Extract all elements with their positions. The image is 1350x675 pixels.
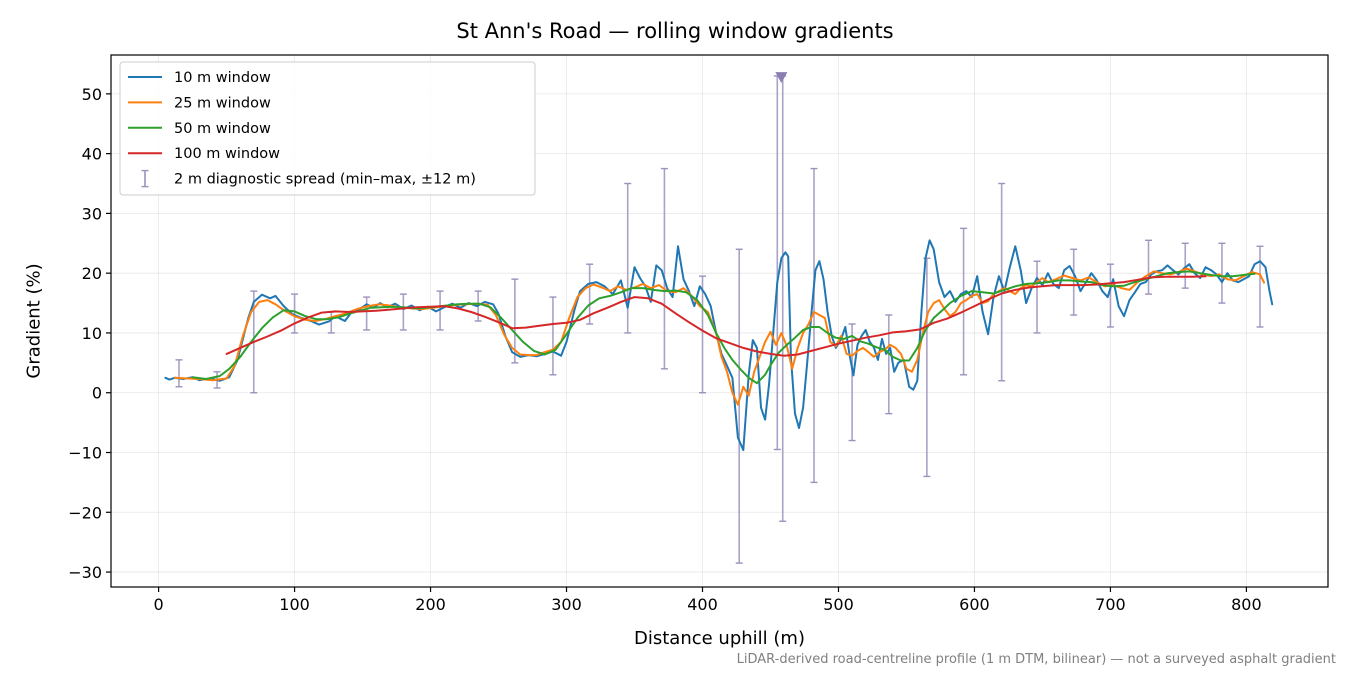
error-bar [175,359,183,388]
error-bar [735,248,743,564]
error-bar [363,296,371,331]
y-tick-label: 30 [82,204,102,223]
chart-title: St Ann's Road — rolling window gradients [456,19,894,43]
error-bar [848,323,856,442]
x-tick-label: 300 [551,595,582,614]
series-line [191,270,1256,385]
legend-entry-label: 10 m window [174,70,271,86]
legend: 10 m window 25 m window 50 m window 100 m w… [119,61,536,196]
legend-entry-label: 100 m window [174,146,280,162]
error-bar [1070,248,1078,316]
y-tick-label: 10 [82,324,102,343]
axis-ticks: 0 100 200 300 400 500 600 700 800 −30 −20 −10 0 10 20 3… [68,85,1261,614]
legend-box [119,61,536,196]
error-bar [1106,263,1114,328]
clipped-markers [775,72,788,84]
x-tick-label: 600 [959,595,990,614]
legend-entry-label: 50 m window [174,121,271,137]
error-bar [1218,242,1226,304]
error-bar [399,293,407,331]
y-axis-label: Gradient (%) [23,263,45,379]
x-tick-label: 500 [823,595,854,614]
series-lines [164,239,1274,452]
error-bar [1256,245,1264,328]
error-bar [885,314,893,415]
y-tick-label: 20 [82,264,102,283]
x-tick-label: 700 [1095,595,1126,614]
error-bar [1181,242,1189,289]
clipped-value-marker [775,72,788,84]
plot-area-frame [110,54,1329,588]
error-bar [699,275,707,394]
x-axis-label: Distance uphill (m) [634,628,805,649]
x-tick-label: 100 [279,595,310,614]
x-tick-label: 800 [1231,595,1262,614]
error-bar [291,293,299,334]
y-tick-label: 50 [82,85,102,104]
legend-entry-label: 2 m diagnostic spread (min–max, ±12 m) [174,172,476,188]
error-bar [549,296,557,376]
y-tick-label: 0 [92,384,102,403]
error-bar [1145,239,1153,295]
error-bar [586,263,594,325]
error-bar [436,290,444,331]
x-tick-label: 200 [415,595,446,614]
x-tick-label: 400 [687,595,718,614]
error-bar [1033,260,1041,334]
series-line [164,239,1274,452]
footnote: LiDAR-derived road-centreline profile (1… [736,652,1336,667]
error-bar [810,167,818,484]
legend-entry-label: 25 m window [174,95,271,111]
error-bar [660,167,668,370]
y-tick-label: −30 [68,563,102,582]
series-line [225,275,1207,357]
y-tick-label: −10 [68,444,102,463]
y-tick-label: −20 [68,503,102,522]
y-tick-label: 40 [82,145,102,164]
x-tick-label: 0 [153,595,163,614]
